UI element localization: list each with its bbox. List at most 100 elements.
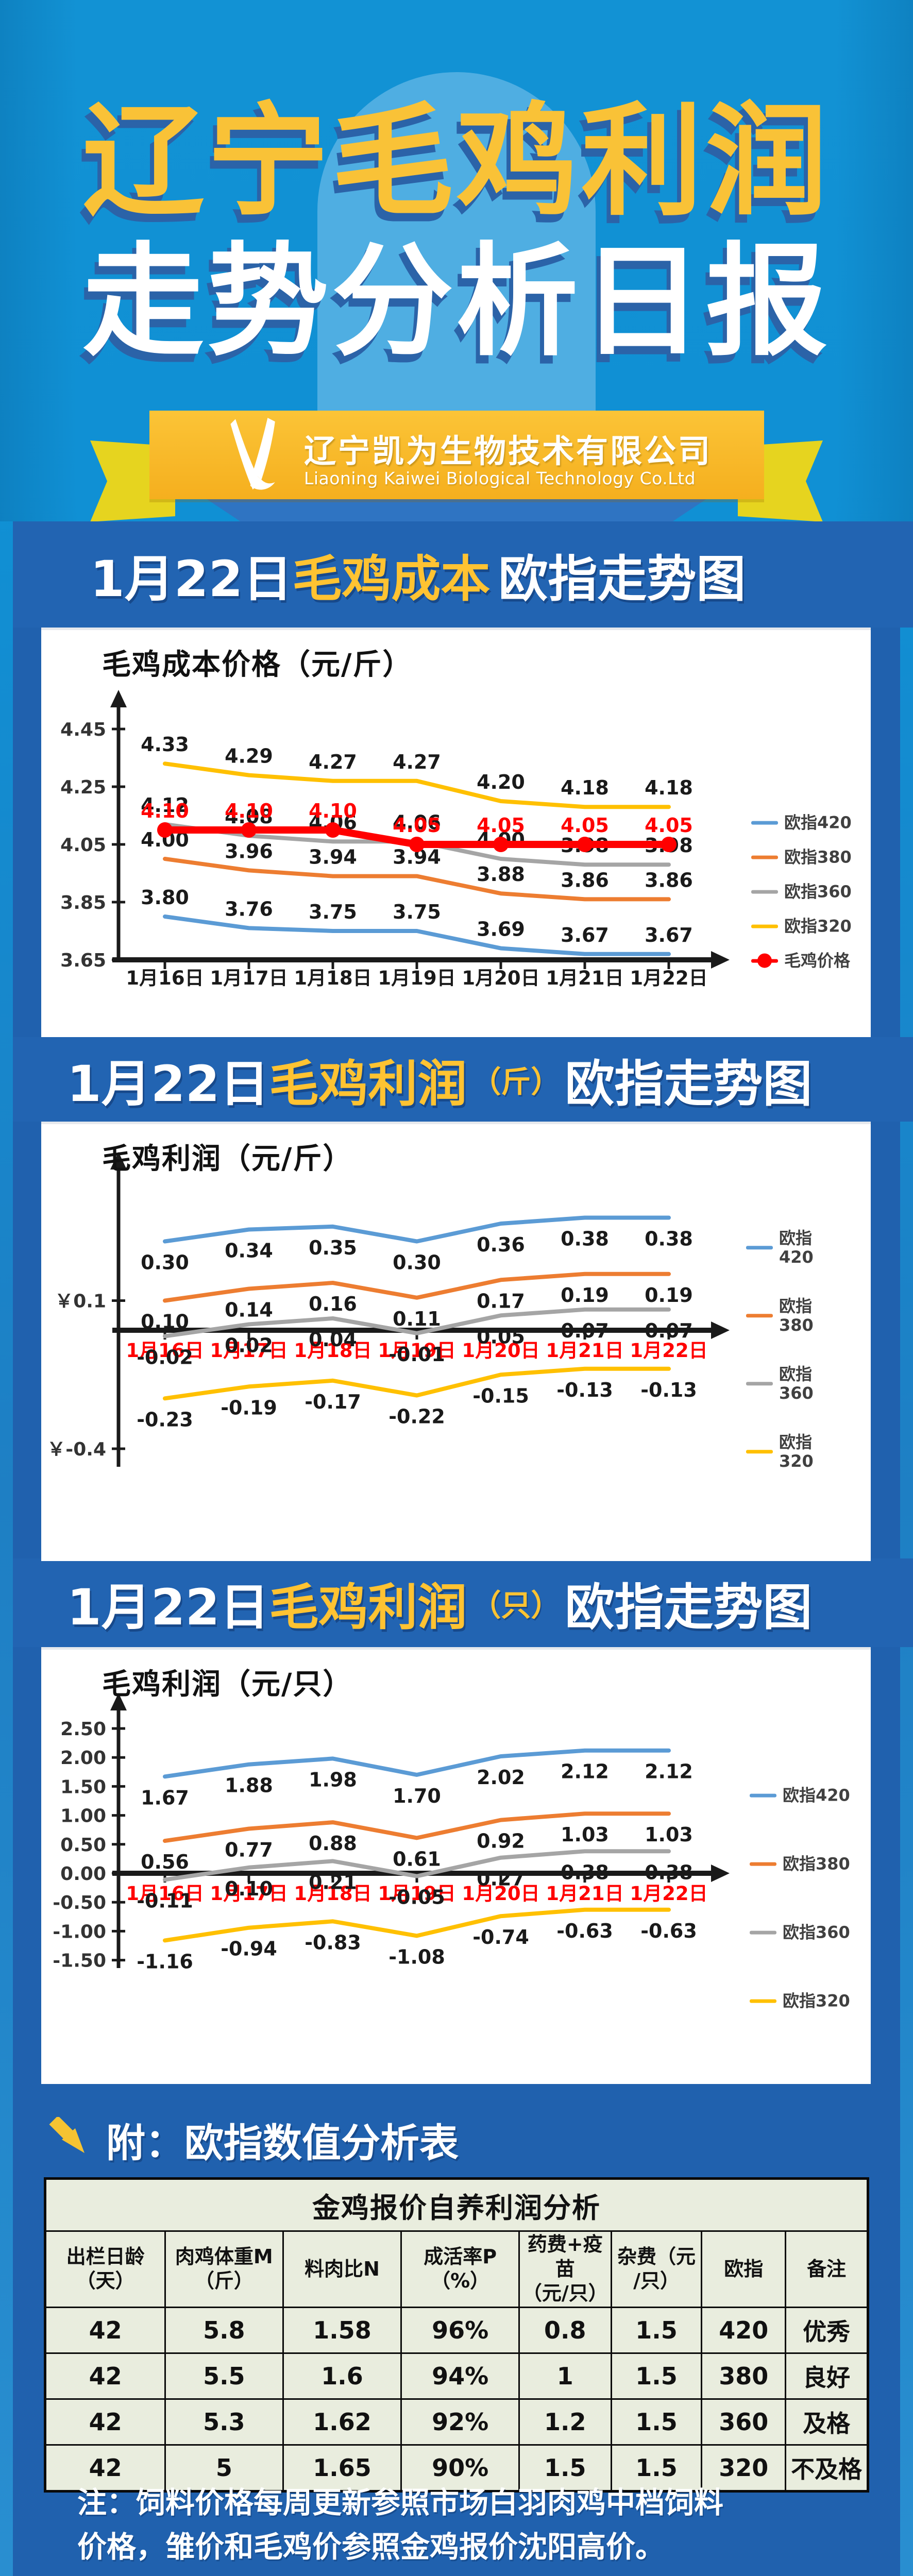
header-right-shade [836, 0, 913, 521]
svg-text:4.20: 4.20 [477, 771, 525, 793]
header-dome-decoration [317, 72, 596, 464]
svg-text:0.38: 0.38 [561, 1228, 609, 1250]
svg-text:-0.05: -0.05 [388, 1886, 445, 1909]
svg-text:2.50: 2.50 [60, 1719, 106, 1740]
table-cell: 1.62 [282, 2398, 402, 2446]
table-cell: 420 [701, 2306, 787, 2354]
section-suffix: 欧指走势图 [498, 550, 746, 608]
svg-text:3.86: 3.86 [561, 869, 609, 891]
svg-text:￥0.1: ￥0.1 [55, 1291, 106, 1312]
profit-per-bird-chart: 2.50 2.00 1.50 1.00 0.50 0.00 -0.50 -1.00 -1.50 1… [53, 1693, 730, 1973]
table-row: 42 5.8 1.58 96% 0.8 1.5 420 优秀 [44, 2306, 869, 2354]
legend-label: 欧指420 [783, 1785, 850, 1805]
svg-text:0.14: 0.14 [225, 1299, 273, 1321]
svg-text:-1.00: -1.00 [53, 1921, 106, 1942]
legend-item-欧指380: 欧指380 [750, 1854, 850, 1874]
table-cell: 90% [400, 2444, 520, 2492]
legend-swatch [750, 1930, 776, 1935]
legend-item-欧指360: 欧指360 [750, 1923, 850, 1942]
table-row: 42 5 1.65 90% 1.5 1.5 320 不及格 [44, 2444, 869, 2492]
svg-text:3.75: 3.75 [309, 901, 357, 923]
svg-text:1月16日: 1月16日 [126, 1340, 204, 1362]
svg-text:0.10: 0.10 [141, 1311, 189, 1333]
svg-text:1月21日: 1月21日 [546, 1340, 623, 1362]
cost-trend-chart: 4.45 4.25 4.05 3.85 3.65 1月16日 1月17日 1月18日 1月19日… [60, 690, 730, 989]
svg-text:0.05: 0.05 [477, 1325, 525, 1348]
table-title: 金鸡报价自养利润分析 [44, 2178, 869, 2232]
svg-text:1.03: 1.03 [561, 1823, 609, 1846]
svg-text:-0.74: -0.74 [472, 1926, 529, 1948]
svg-text:-0.19: -0.19 [221, 1396, 277, 1419]
chart-title: 毛鸡利润（元/只） [102, 1668, 353, 1701]
table-cell: 1.5 [610, 2306, 703, 2354]
legend-label: 欧指380 [783, 1854, 850, 1874]
legend-label: 欧指360 [783, 1922, 850, 1942]
table-cell: 优秀 [785, 2306, 869, 2354]
table-cell: 42 [44, 2352, 166, 2400]
table-header-cell: 肉鸡体重M （斤） [164, 2230, 284, 2308]
svg-text:0.19: 0.19 [645, 1284, 693, 1307]
note-line2: 价格，雏价和毛鸡价参照金鸡报价沈阳高价。 [77, 2530, 665, 2564]
table-header-cell: 成活率P （%） [400, 2230, 520, 2308]
svg-text:-0.01: -0.01 [388, 1343, 445, 1366]
legend-label: 欧指380 [779, 1296, 814, 1335]
svg-text:3.85: 3.85 [60, 892, 106, 913]
svg-text:-0.50: -0.50 [53, 1892, 106, 1913]
svg-text:3.96: 3.96 [225, 840, 273, 862]
svg-text:0.77: 0.77 [225, 1838, 273, 1861]
legend-swatch [746, 1314, 773, 1318]
svg-text:1月21日: 1月21日 [546, 967, 623, 989]
svg-text:3.94: 3.94 [309, 846, 357, 869]
svg-text:3.76: 3.76 [225, 897, 273, 920]
svg-text:1.03: 1.03 [645, 1823, 693, 1846]
table-cell: 42 [44, 2306, 166, 2354]
section-highlight: 毛鸡利润 [269, 1055, 467, 1113]
svg-text:0.10: 0.10 [225, 1877, 273, 1900]
svg-text:4.18: 4.18 [561, 776, 609, 799]
svg-text:1月19日: 1月19日 [378, 1883, 455, 1905]
table-header-cell: 杂费（元 /只） [610, 2230, 703, 2308]
svg-text:0.04: 0.04 [309, 1328, 357, 1351]
svg-text:-0.13: -0.13 [640, 1379, 697, 1401]
legend-label: 欧指320 [779, 1432, 814, 1471]
section-header-profit-jin: 1月22日 毛鸡利润 （斤） 欧指走势图 [13, 1037, 913, 1122]
svg-text:4.27: 4.27 [309, 751, 357, 773]
section-suffix: 欧指走势图 [565, 1578, 813, 1636]
legend-swatch [751, 924, 778, 928]
svg-text:4.05: 4.05 [60, 835, 106, 856]
svg-text:2.00: 2.00 [60, 1748, 106, 1769]
legend-label: 欧指360 [779, 1364, 814, 1403]
svg-text:4.05: 4.05 [393, 814, 441, 837]
svg-text:-1.08: -1.08 [388, 1945, 445, 1968]
svg-text:1月20日: 1月20日 [462, 1340, 539, 1362]
svg-text:3.65: 3.65 [60, 950, 106, 971]
svg-text:0.38: 0.38 [561, 1861, 609, 1884]
svg-text:-0.23: -0.23 [137, 1408, 193, 1431]
svg-text:2.12: 2.12 [561, 1760, 609, 1783]
svg-text:1月18日: 1月18日 [294, 967, 371, 989]
legend-item-欧指320: 欧指320 [750, 1991, 850, 2011]
svg-text:0.17: 0.17 [477, 1290, 525, 1312]
table-header-cell: 备注 [785, 2230, 869, 2308]
svg-text:4.10: 4.10 [141, 800, 189, 822]
chart-card-profit-jin: ￥0.1 ￥-0.4 1月16日 1月17日 1月18日 1月19日 1月20日 1月21日 1… [41, 1122, 871, 1561]
svg-text:1月21日: 1月21日 [546, 1883, 623, 1905]
svg-text:1月16日: 1月16日 [126, 1883, 204, 1905]
legend-label: 欧指420 [779, 1228, 814, 1267]
analysis-title-text: 附：欧指数值分析表 [106, 2120, 459, 2166]
company-name-en: Liaoning Kaiwei Biological Technology Co… [304, 468, 696, 488]
svg-text:-0.17: -0.17 [305, 1391, 361, 1413]
svg-text:-0.13: -0.13 [556, 1379, 613, 1401]
table-cell: 1.5 [610, 2444, 703, 2492]
section-suffix: 欧指走势图 [565, 1055, 813, 1113]
table-row: 42 5.3 1.62 92% 1.2 1.5 360 及格 [44, 2398, 869, 2446]
legend-label: 毛鸡价格 [784, 951, 851, 971]
table-cell: 1.5 [610, 2352, 703, 2400]
table-cell: 5.3 [164, 2398, 284, 2446]
svg-text:4.10: 4.10 [225, 800, 273, 822]
legend-item-欧指380: 欧指380 [746, 1297, 817, 1335]
svg-text:0.16: 0.16 [309, 1293, 357, 1315]
chart-card-profit-zhi: 2.50 2.00 1.50 1.00 0.50 0.00 -0.50 -1.00 -1.50 1… [41, 1647, 871, 2084]
svg-text:0.36: 0.36 [477, 1233, 525, 1256]
